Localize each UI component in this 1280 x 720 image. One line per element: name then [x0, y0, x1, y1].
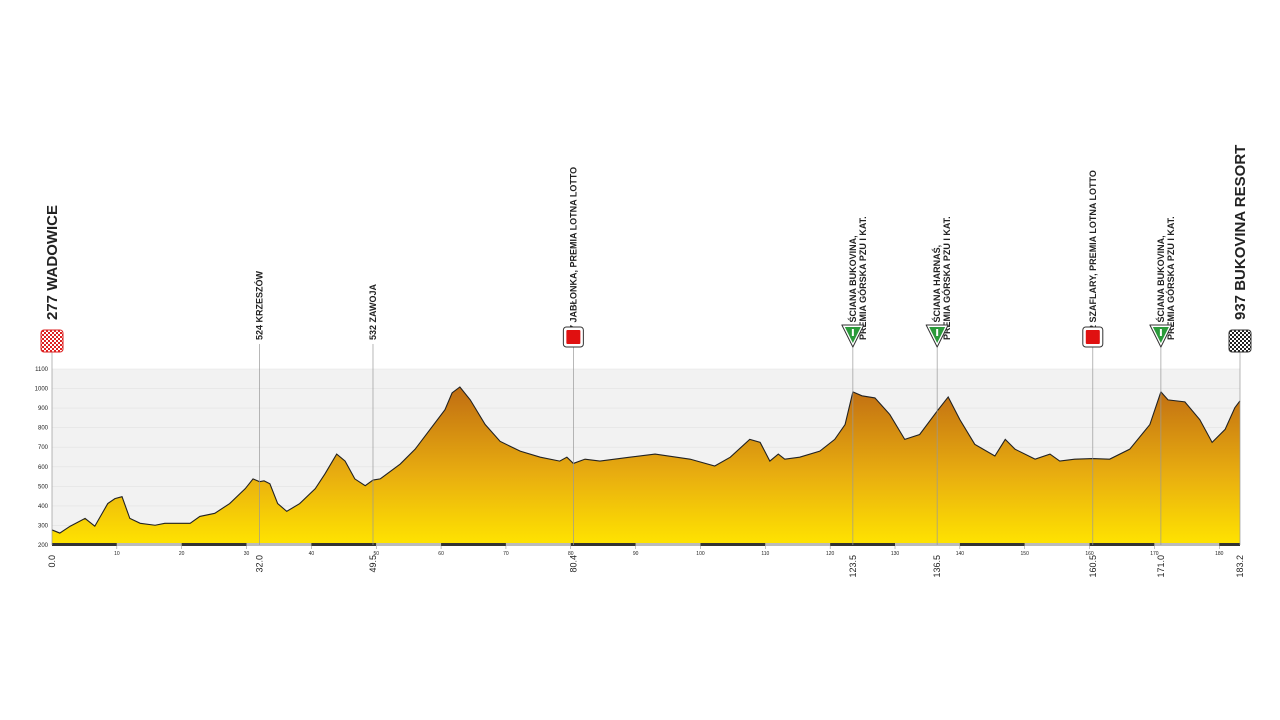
scale-bar	[1024, 543, 1090, 546]
scale-bar	[246, 543, 312, 546]
km-label: 123.5	[848, 555, 858, 578]
scale-bar	[1219, 543, 1240, 546]
sprint-icon	[1085, 330, 1100, 344]
sprint-icon	[566, 330, 581, 344]
x-tick-label: 20	[179, 551, 185, 557]
waypoint-label: 532 ZAWOJA	[368, 283, 378, 340]
waypoint-icon	[562, 326, 584, 348]
scale-bar	[181, 543, 247, 546]
waypoint-icon	[40, 329, 64, 353]
x-tick-label: 70	[503, 551, 509, 557]
scale-bar	[570, 543, 636, 546]
x-tick-label: 110	[761, 551, 769, 557]
finish-flag	[1228, 329, 1252, 353]
x-tick-label: 150	[1021, 551, 1030, 557]
elevation-line	[51, 386, 1241, 534]
scale-bar	[635, 543, 701, 546]
scale-bar	[52, 543, 117, 546]
y-tick-label: 700	[38, 445, 49, 451]
kom-icon-mark	[851, 329, 854, 336]
km-label: 32.0	[255, 555, 265, 573]
scale-bar	[376, 543, 442, 546]
x-tick-label: 60	[438, 551, 444, 557]
km-label: 183.2	[1235, 555, 1245, 578]
x-tick-label: 40	[309, 551, 315, 557]
km-label: 0.0	[47, 555, 57, 568]
scale-bar	[505, 543, 571, 546]
waypoint-icon	[1149, 324, 1173, 348]
scale-bar	[895, 543, 960, 546]
y-tick-label: 800	[38, 426, 49, 432]
x-tick-label: 100	[696, 551, 705, 557]
km-label: 136.5	[932, 555, 942, 578]
y-tick-label: 1000	[35, 387, 49, 393]
waypoint-label: 642 SZAFLARY, PREMIA LOTNA LOTTO	[1088, 170, 1098, 340]
scale-bar	[830, 543, 896, 546]
waypoint-label: 983 ŚCIANA BUKOVINA,	[847, 235, 858, 340]
x-tick-label: 50	[373, 551, 379, 557]
y-tick-label: 400	[38, 504, 49, 510]
kom-icon-mark	[1159, 329, 1162, 336]
x-tick-label: 10	[114, 551, 120, 557]
km-label: 49.5	[368, 555, 378, 573]
scale-bar	[959, 543, 1025, 546]
waypoint-icon	[925, 324, 949, 348]
waypoint-label: 524 KRZESZÓW	[254, 270, 265, 340]
waypoint-label: 885 ŚCIANA HARNAŚ,	[931, 245, 942, 340]
x-tick-label: 170	[1150, 551, 1159, 557]
waypoint-icon	[1082, 326, 1104, 348]
elevation-area	[52, 386, 1240, 545]
waypoint-label: 277 WADOWICE	[44, 205, 61, 320]
x-tick-label: 120	[826, 551, 835, 557]
scale-bar	[441, 543, 506, 546]
waypoint-label: 937 BUKOVINA RESORT	[1232, 145, 1249, 320]
start-flag	[40, 329, 64, 353]
kom-icon-mark	[936, 329, 939, 336]
scale-bar	[765, 543, 831, 546]
x-tick-label: 90	[633, 551, 639, 557]
y-tick-label: 900	[38, 406, 49, 412]
x-tick-label: 180	[1215, 551, 1224, 557]
scale-bar	[311, 543, 377, 546]
y-tick-label: 300	[38, 523, 49, 529]
scale-bar	[700, 543, 766, 546]
y-tick-label: 600	[38, 465, 49, 471]
waypoint-label: 617 JABŁONKA, PREMIA LOTNA LOTTO	[568, 167, 578, 340]
x-tick-label: 130	[891, 551, 900, 557]
x-tick-label: 80	[568, 551, 574, 557]
y-tick-label: 200	[38, 543, 49, 549]
waypoint-label: 983 ŚCIANA BUKOVINA,	[1155, 235, 1166, 340]
km-label: 171.0	[1156, 555, 1166, 578]
x-tick-label: 30	[244, 551, 250, 557]
scale-bar	[1089, 543, 1155, 546]
waypoint-label: PREMIA GÓRSKA PZU I KAT.	[857, 216, 868, 340]
x-tick-label: 160	[1085, 551, 1094, 557]
waypoint-label: PREMIA GÓRSKA PZU I KAT.	[1165, 216, 1176, 340]
scale-bar	[116, 543, 182, 546]
km-label: 160.5	[1088, 555, 1098, 578]
waypoint-icon	[1228, 329, 1252, 353]
waypoint-label: PREMIA GÓRSKA PZU I KAT.	[941, 216, 952, 340]
scale-bar	[1154, 543, 1220, 546]
waypoint-icon	[841, 324, 865, 348]
y-tick-label: 500	[38, 484, 49, 490]
x-tick-label: 140	[956, 551, 965, 557]
km-label: 80.4	[568, 555, 578, 573]
y-tick-label: 1100	[35, 367, 49, 373]
